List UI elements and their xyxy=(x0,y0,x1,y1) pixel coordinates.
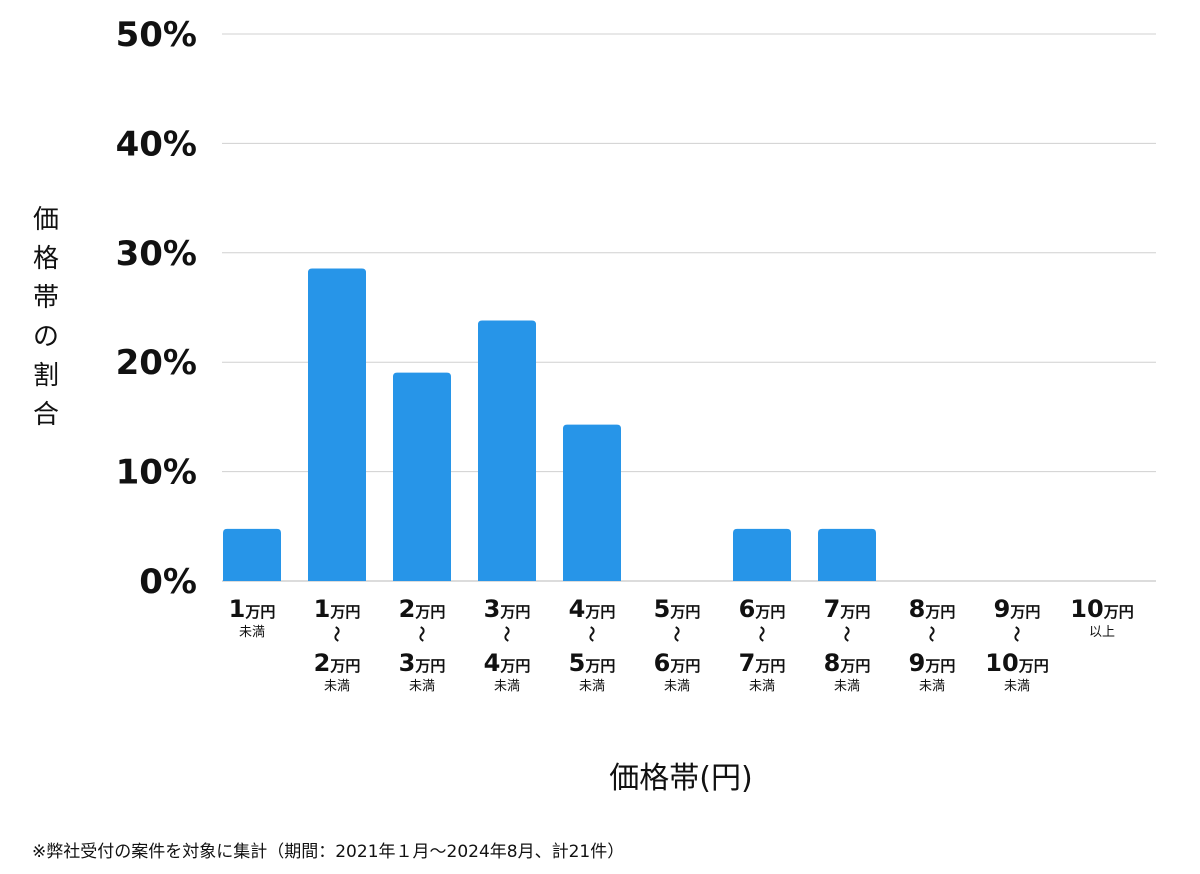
svg-text:4万円: 4万円 xyxy=(484,649,531,677)
svg-text:8万円: 8万円 xyxy=(824,649,871,677)
svg-text:10万円: 10万円 xyxy=(1070,595,1133,623)
bar xyxy=(308,268,366,581)
svg-text:2万円: 2万円 xyxy=(399,595,446,623)
bars xyxy=(223,268,876,581)
svg-text:〜: 〜 xyxy=(667,626,686,642)
svg-text:〜: 〜 xyxy=(327,626,346,642)
y-tick-label: 10% xyxy=(116,453,197,493)
svg-text:6万円: 6万円 xyxy=(654,649,701,677)
svg-text:〜: 〜 xyxy=(497,626,516,642)
svg-text:4万円: 4万円 xyxy=(569,595,616,623)
bar xyxy=(563,424,621,581)
y-tick-label: 30% xyxy=(116,234,197,274)
svg-text:7万円: 7万円 xyxy=(739,649,786,677)
y-tick-label: 20% xyxy=(116,343,197,383)
svg-text:〜: 〜 xyxy=(922,626,941,642)
svg-text:未満: 未満 xyxy=(664,679,690,694)
svg-text:〜: 〜 xyxy=(1007,626,1026,642)
svg-text:7万円: 7万円 xyxy=(824,595,871,623)
bar xyxy=(478,320,536,581)
bar xyxy=(818,528,876,581)
svg-text:〜: 〜 xyxy=(752,626,771,642)
svg-text:10万円: 10万円 xyxy=(985,649,1048,677)
svg-text:格: 格 xyxy=(33,244,59,274)
y-tick-label: 50% xyxy=(116,15,197,55)
svg-text:未満: 未満 xyxy=(749,679,775,694)
bar xyxy=(733,528,791,581)
svg-text:5万円: 5万円 xyxy=(654,595,701,623)
svg-text:5万円: 5万円 xyxy=(569,649,616,677)
svg-text:の: の xyxy=(33,322,59,352)
bar xyxy=(393,372,451,581)
svg-text:未満: 未満 xyxy=(1004,679,1030,694)
svg-text:未満: 未満 xyxy=(324,679,350,694)
svg-text:1万円: 1万円 xyxy=(314,595,361,623)
svg-text:〜: 〜 xyxy=(412,626,431,642)
svg-text:9万円: 9万円 xyxy=(994,595,1041,623)
svg-text:3万円: 3万円 xyxy=(399,649,446,677)
svg-text:未満: 未満 xyxy=(239,625,265,640)
grid-lines xyxy=(222,33,1156,582)
svg-text:2万円: 2万円 xyxy=(314,649,361,677)
svg-text:以上: 以上 xyxy=(1089,625,1115,640)
svg-text:6万円: 6万円 xyxy=(739,595,786,623)
svg-text:3万円: 3万円 xyxy=(484,595,531,623)
svg-text:未満: 未満 xyxy=(409,679,435,694)
svg-text:未満: 未満 xyxy=(494,679,520,694)
svg-text:合: 合 xyxy=(33,400,59,430)
svg-text:〜: 〜 xyxy=(837,626,856,642)
bar xyxy=(223,528,281,581)
footnote: ※弊社受付の案件を対象に集計（期間：2021年１月〜2024年8月、計21件） xyxy=(32,842,624,862)
svg-text:割: 割 xyxy=(33,361,59,391)
svg-text:帯: 帯 xyxy=(33,283,59,313)
y-axis-ticks: 0% 10% 20% 30% 40% 50% xyxy=(116,15,197,602)
svg-text:価: 価 xyxy=(33,205,59,235)
svg-text:未満: 未満 xyxy=(579,679,605,694)
svg-text:未満: 未満 xyxy=(834,679,860,694)
y-tick-label: 40% xyxy=(116,124,197,164)
y-tick-label: 0% xyxy=(139,562,197,602)
x-axis-tick-labels: 1万円未満1万円〜2万円未満2万円〜3万円未満3万円〜4万円未満4万円〜5万円未… xyxy=(229,595,1134,694)
svg-text:8万円: 8万円 xyxy=(909,595,956,623)
x-axis-title: 価格帯(円) xyxy=(609,761,752,796)
svg-text:1万円: 1万円 xyxy=(229,595,276,623)
svg-text:未満: 未満 xyxy=(919,679,945,694)
svg-text:〜: 〜 xyxy=(582,626,601,642)
svg-text:9万円: 9万円 xyxy=(909,649,956,677)
